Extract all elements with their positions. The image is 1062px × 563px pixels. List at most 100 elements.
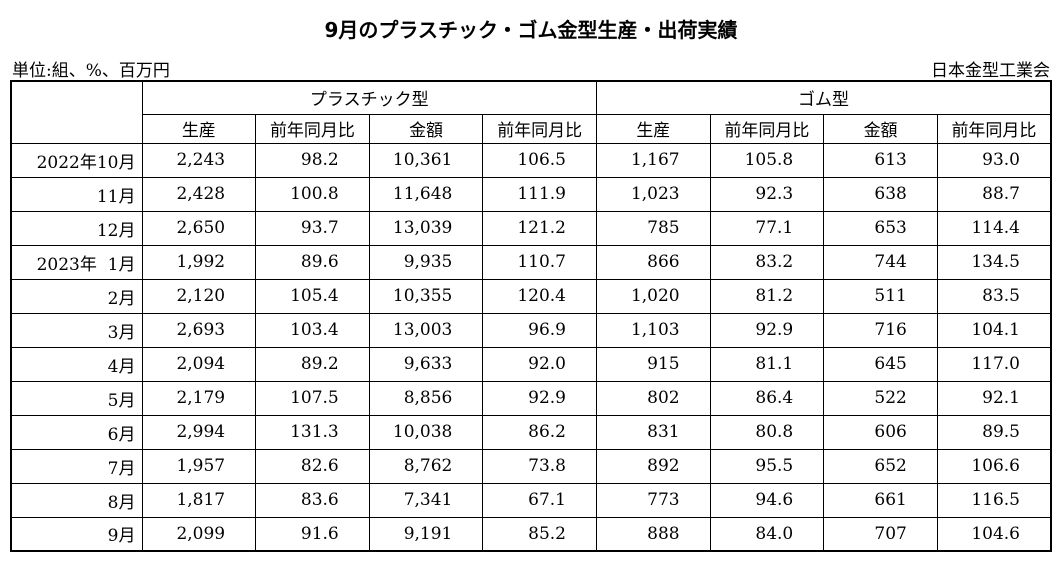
cell: 1,167: [596, 142, 711, 178]
cell: 1,817: [141, 482, 257, 518]
column-header: 金額: [823, 113, 938, 144]
cell: 2,693: [141, 312, 257, 348]
row-label: 8月: [10, 482, 143, 518]
row-label: 2月: [10, 278, 143, 314]
cell: 86.4: [709, 380, 825, 416]
cell: 511: [823, 278, 938, 314]
column-header: 金額: [368, 113, 484, 144]
unit-note: 単位:組、%、百万円: [12, 61, 170, 81]
cell: 1,992: [141, 244, 257, 280]
data-row: 7月 1,957 82.6 8,762 73.8 892 95.5 652 106.6: [10, 448, 1052, 484]
cell: 802: [596, 380, 711, 416]
corner-cell: [10, 80, 143, 144]
cell: 104.1: [936, 312, 1052, 348]
cell: 2,120: [141, 278, 257, 314]
cell: 13,039: [368, 210, 484, 246]
data-row: 2022年10月 2,243 98.2 10,361 106.5 1,167 105.8 61…: [10, 142, 1052, 178]
cell: 522: [823, 380, 938, 416]
cell: 98.2: [255, 142, 370, 178]
data-row: 6月 2,994 131.3 10,038 86.2 831 80.8 606 89.5: [10, 414, 1052, 450]
cell: 10,361: [368, 142, 484, 178]
cell: 2,099: [141, 516, 257, 552]
data-row: 3月 2,693 103.4 13,003 96.9 1,103 92.9 716 104.1: [10, 312, 1052, 348]
cell: 114.4: [936, 210, 1052, 246]
cell: 83.6: [255, 482, 370, 518]
cell: 892: [596, 448, 711, 484]
row-label: 12月: [10, 210, 143, 246]
cell: 661: [823, 482, 938, 518]
cell: 645: [823, 346, 938, 382]
cell: 96.9: [482, 312, 597, 348]
cell: 92.9: [482, 380, 597, 416]
cell: 2,179: [141, 380, 257, 416]
cell: 106.6: [936, 448, 1052, 484]
cell: 606: [823, 414, 938, 450]
cell: 89.6: [255, 244, 370, 280]
cell: 652: [823, 448, 938, 484]
cell: 92.9: [709, 312, 825, 348]
row-label: 2023年 1月: [10, 244, 143, 280]
cell: 100.8: [255, 176, 370, 212]
cell: 110.7: [482, 244, 597, 280]
cell: 915: [596, 346, 711, 382]
cell: 94.6: [709, 482, 825, 518]
cell: 83.2: [709, 244, 825, 280]
cell: 8,856: [368, 380, 484, 416]
cell: 89.2: [255, 346, 370, 382]
cell: 117.0: [936, 346, 1052, 382]
cell: 134.5: [936, 244, 1052, 280]
cell: 80.8: [709, 414, 825, 450]
cell: 85.2: [482, 516, 597, 552]
cell: 638: [823, 176, 938, 212]
cell: 9,191: [368, 516, 484, 552]
cell: 105.8: [709, 142, 825, 178]
data-row: 12月 2,650 93.7 13,039 121.2 785 77.1 653 114.4: [10, 210, 1052, 246]
column-header: 生産: [596, 113, 711, 144]
cell: 8,762: [368, 448, 484, 484]
cell: 84.0: [709, 516, 825, 552]
cell: 716: [823, 312, 938, 348]
cell: 93.0: [936, 142, 1052, 178]
row-label: 6月: [10, 414, 143, 450]
cell: 2,428: [141, 176, 257, 212]
cell: 9,633: [368, 346, 484, 382]
cell: 744: [823, 244, 938, 280]
cell: 7,341: [368, 482, 484, 518]
cell: 9,935: [368, 244, 484, 280]
row-label: 3月: [10, 312, 143, 348]
cell: 866: [596, 244, 711, 280]
cell: 73.8: [482, 448, 597, 484]
header-row: 生産 前年同月比 金額 前年同月比 生産 前年同月比 金額 前年同月比: [11, 113, 1052, 144]
column-header: 前年同月比: [255, 113, 370, 144]
cell: 89.5: [936, 414, 1052, 450]
cell: 2,243: [141, 142, 257, 178]
cell: 92.1: [936, 380, 1052, 416]
column-header: 前年同月比: [936, 113, 1052, 144]
cell: 707: [823, 516, 938, 552]
data-row: 2月 2,120 105.4 10,355 120.4 1,020 81.2 511 83.5: [10, 278, 1052, 314]
cell: 2,094: [141, 346, 257, 382]
data-row: 4月 2,094 89.2 9,633 92.0 915 81.1 645 117.0: [10, 346, 1052, 382]
cell: 11,648: [368, 176, 484, 212]
column-header: 前年同月比: [709, 113, 825, 144]
cell: 81.1: [709, 346, 825, 382]
cell: 1,957: [141, 448, 257, 484]
cell: 104.6: [936, 516, 1052, 552]
header-row: プラスチック型 ゴム型: [10, 80, 1052, 144]
cell: 2,650: [141, 210, 257, 246]
row-label: 5月: [10, 380, 143, 416]
cell: 81.2: [709, 278, 825, 314]
cell: 86.2: [482, 414, 597, 450]
title: 9月のプラスチック・ゴム金型生産・出荷実績: [324, 18, 738, 42]
data-row: 2023年 1月 1,992 89.6 9,935 110.7 866 83.2 744 134…: [10, 244, 1052, 280]
cell: 1,020: [596, 278, 711, 314]
data-table: プラスチック型 ゴム型 生産 前年同月比 金額 前年同月比 生産 前年同月比 金額 前年同月比 20…: [10, 80, 1052, 552]
cell: 773: [596, 482, 711, 518]
source: 日本金型工業会: [931, 61, 1050, 81]
cell: 831: [596, 414, 711, 450]
cell: 92.0: [482, 346, 597, 382]
row-label: 9月: [10, 516, 143, 552]
column-header: 生産: [141, 113, 257, 144]
row-label: 2022年10月: [10, 142, 143, 178]
